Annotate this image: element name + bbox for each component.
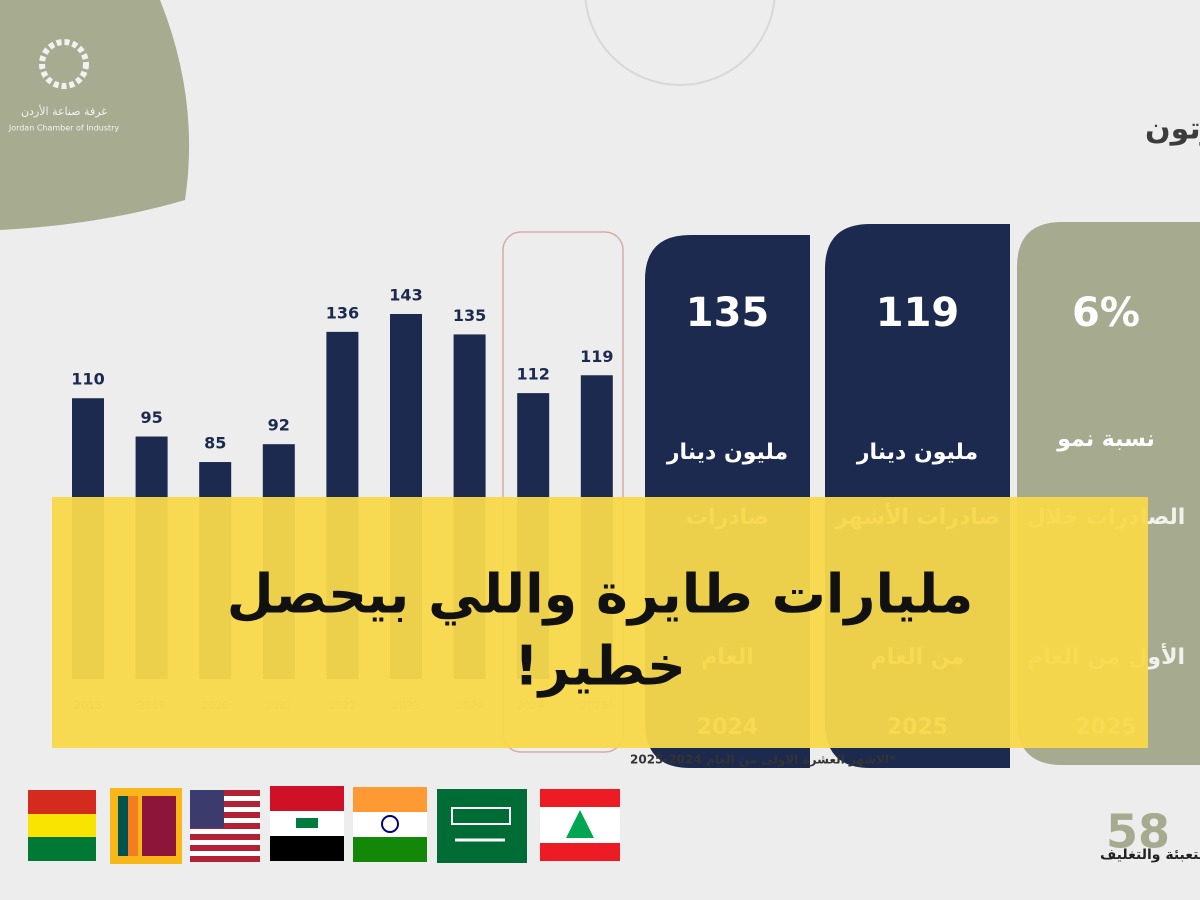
- decor-circle: [584, 0, 776, 86]
- flag-iraq: [270, 786, 344, 861]
- value-label: 119: [580, 347, 613, 366]
- value-label: 136: [326, 303, 359, 322]
- flag-usa: [190, 790, 260, 862]
- flag-india: [353, 787, 427, 862]
- value-label: 110: [71, 370, 104, 389]
- title: نمو ملحوظ في صادرات قطاع التعبئة والتغلي…: [1145, 112, 1200, 147]
- card-value: 135: [686, 290, 770, 336]
- logo-mark: [39, 39, 89, 89]
- highlight-box: [502, 231, 624, 753]
- flag-bolivia: [28, 790, 96, 861]
- card-unit: مليون دينار: [856, 440, 978, 465]
- flags: [28, 786, 620, 864]
- banner: مليارات طايرة واللي بيحصل خطير!: [52, 497, 1148, 748]
- flag-sri-lanka: [110, 788, 182, 864]
- footer-count: 58: [1106, 805, 1170, 859]
- footer-text: دولة تصل إليها صادرات قطاع التعبئة والتغ…: [1100, 847, 1200, 863]
- logo-panel: [0, 0, 190, 230]
- footnote: *الاشهر العشرة الاولى من العام 2024-2025: [630, 753, 896, 768]
- card-value: 119: [876, 290, 960, 336]
- logo-english: Jordan Chamber of Industry: [8, 124, 120, 133]
- value-label: 135: [453, 306, 486, 325]
- banner-text: مليارات طايرة واللي بيحصل: [227, 563, 974, 626]
- banner-box: [52, 497, 1148, 748]
- card-value: 6%: [1072, 290, 1140, 336]
- card-unit: مليون دينار: [666, 440, 788, 465]
- value-label: 143: [389, 286, 422, 305]
- value-label: 112: [516, 365, 549, 384]
- flag-lebanon: [540, 789, 620, 861]
- flag-saudi: [437, 789, 527, 863]
- value-label: 95: [140, 408, 162, 427]
- banner-text: خطير!: [514, 635, 686, 698]
- logo-arabic: غرفة صناعة الأردن: [21, 104, 107, 118]
- value-label: 92: [268, 416, 290, 435]
- value-label: 85: [204, 434, 226, 453]
- card-unit: نسبة نمو: [1056, 427, 1154, 452]
